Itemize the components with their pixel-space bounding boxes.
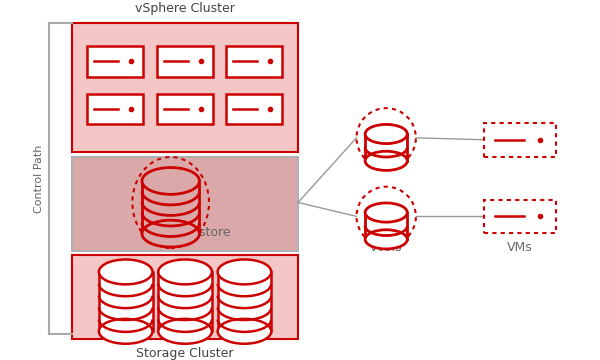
- Text: Control Path: Control Path: [34, 145, 44, 213]
- Bar: [72, 23, 298, 152]
- Bar: [365, 134, 407, 161]
- Bar: [157, 94, 213, 125]
- Bar: [88, 94, 143, 125]
- Ellipse shape: [218, 319, 271, 344]
- Bar: [142, 181, 199, 234]
- Bar: [72, 157, 298, 251]
- Bar: [157, 46, 213, 77]
- Text: vVol Datastore: vVol Datastore: [139, 226, 231, 239]
- Text: VMs: VMs: [508, 242, 533, 255]
- FancyBboxPatch shape: [484, 199, 556, 233]
- Text: vSphere Cluster: vSphere Cluster: [135, 2, 235, 15]
- Text: Storage Cluster: Storage Cluster: [136, 347, 234, 360]
- Bar: [226, 46, 282, 77]
- Bar: [365, 212, 407, 239]
- Ellipse shape: [365, 230, 407, 249]
- Ellipse shape: [142, 167, 199, 194]
- Bar: [88, 46, 143, 77]
- Bar: [226, 94, 282, 125]
- Ellipse shape: [158, 260, 212, 284]
- Ellipse shape: [218, 260, 271, 284]
- Bar: [158, 272, 212, 331]
- Bar: [218, 272, 271, 331]
- Ellipse shape: [365, 151, 407, 170]
- Bar: [99, 272, 152, 331]
- Ellipse shape: [99, 260, 152, 284]
- FancyBboxPatch shape: [484, 123, 556, 157]
- Ellipse shape: [365, 203, 407, 222]
- Ellipse shape: [99, 319, 152, 344]
- Text: vVols: vVols: [370, 242, 403, 255]
- Ellipse shape: [158, 319, 212, 344]
- Ellipse shape: [365, 125, 407, 144]
- Ellipse shape: [142, 220, 199, 247]
- Bar: [72, 255, 298, 339]
